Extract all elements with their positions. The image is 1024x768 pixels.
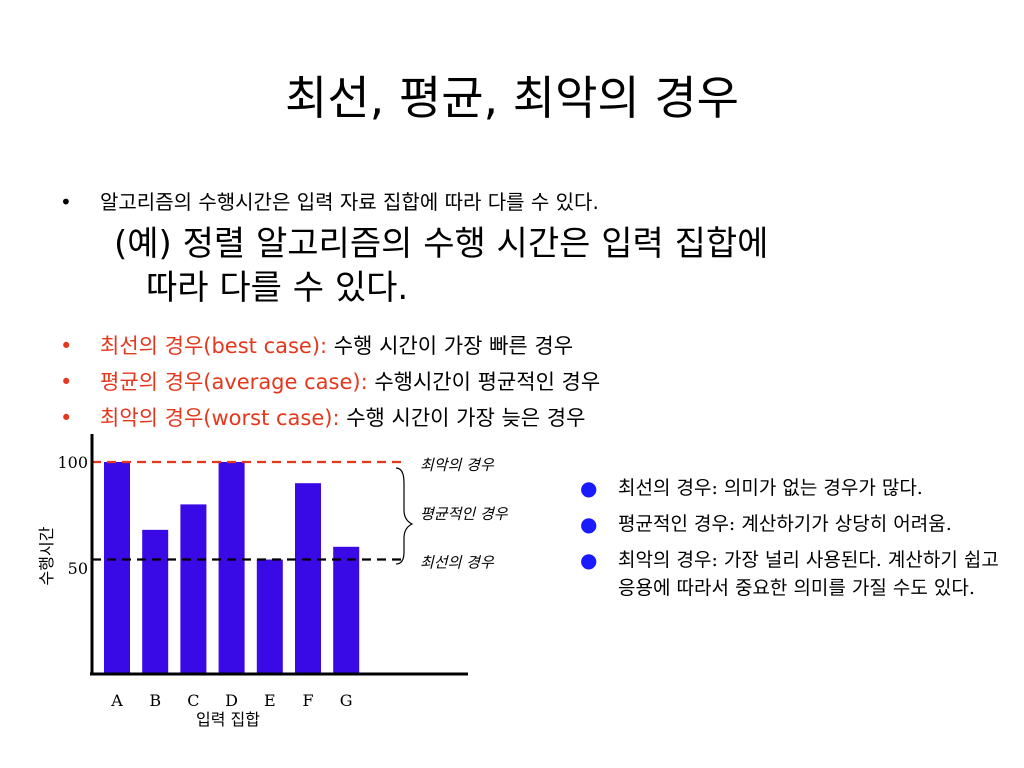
bullet-intro: • 알고리즘의 수행시간은 입력 자료 집합에 따라 다를 수 있다. [60,186,599,215]
bullet-dot: • [60,334,73,358]
case-best-desc: 수행 시간이 가장 빠른 경우 [327,334,574,358]
x-tick-label: A [110,691,123,710]
case-worst-desc: 수행 시간이 가장 늦은 경우 [339,406,586,430]
reference-lines-group [92,460,402,561]
annotation-label: 최악의 경우 [420,456,495,474]
x-tick-label: G [340,691,353,710]
note-best-text: 최선의 경우: 의미가 없는 경우가 많다. [618,477,923,499]
bar-f [295,483,321,674]
bar-b [142,529,169,674]
slide-title: 최선, 평균, 최악의 경우 [285,71,739,125]
y-tick-label: 50 [68,559,88,578]
bar-e [256,559,283,674]
bullet-dot: • [60,190,72,214]
bar-a [104,462,130,674]
x-tick-labels-group: A B C D E F G [110,691,352,710]
note-average-text: 평균적인 경우: 계산하기가 상당히 어려움. [618,513,952,535]
note-worst: ● 최악의 경우: 가장 널리 사용된다. 계산하기 쉽고 응용에 따라서 중요한… [578,546,1018,602]
case-worst-term: 최악의 경우(worst case): [100,406,340,430]
bullet-dot: ● [580,548,598,572]
y-tick-label: 100 [57,453,88,472]
case-average-term: 평균의 경우(average case): [100,370,368,394]
note-average: ● 평균적인 경우: 계산하기가 상당히 어려움. [578,510,1018,538]
bullet-intro-text: 알고리즘의 수행시간은 입력 자료 집합에 따라 다를 수 있다. [100,190,599,214]
bars-group [104,462,360,674]
example-text: (예) 정렬 알고리즘의 수행 시간은 입력 집합에 따라 다를 수 있다. [114,222,1014,310]
y-axis-label: 수행시간 [37,526,56,585]
case-average: • 평균의 경우(average case): 수행시간이 평균적인 경우 [60,366,600,396]
bullet-dot: ● [580,476,598,500]
annotation-label: 평균적인 경우 [420,505,509,523]
bar-c [180,504,207,674]
notes-list: ● 최선의 경우: 의미가 없는 경우가 많다. ● 평균적인 경우: 계산하기가 … [578,474,1018,610]
average-brace [395,467,414,565]
y-tick-labels-group: 50 100 [57,453,88,578]
annotation-label: 최선의 경우 [420,554,495,572]
case-worst: • 최악의 경우(worst case): 수행 시간이 가장 늦은 경우 [60,402,585,432]
bar-g [333,546,360,674]
bullet-dot: • [60,406,73,430]
case-best-term: 최선의 경우(best case): [100,334,328,358]
example-line-1: (예) 정렬 알고리즘의 수행 시간은 입력 집합에 [114,224,769,264]
x-tick-label: F [302,691,313,710]
bar-d [218,462,245,674]
x-tick-label: E [264,691,276,710]
bullet-dot: • [60,370,73,394]
case-average-desc: 수행시간이 평균적인 경우 [367,370,601,394]
bullet-dot: ● [580,512,598,536]
x-tick-label: D [225,691,238,710]
x-tick-label: C [187,691,199,710]
note-worst-text: 최악의 경우: 가장 널리 사용된다. 계산하기 쉽고 응용에 따라서 중요한 … [618,549,999,599]
x-tick-label: B [149,691,161,710]
case-best: • 최선의 경우(best case): 수행 시간이 가장 빠른 경우 [60,330,573,360]
example-line-2: 따라 다를 수 있다. [146,268,409,308]
note-best: ● 최선의 경우: 의미가 없는 경우가 많다. [578,474,1018,502]
x-axis-label: 입력 집합 [196,710,260,729]
